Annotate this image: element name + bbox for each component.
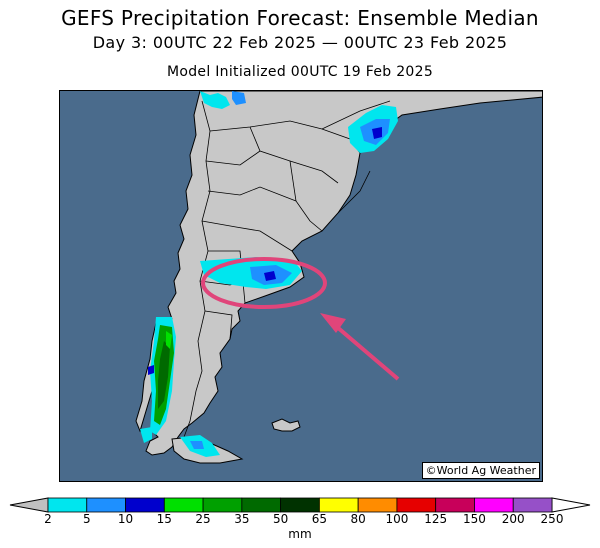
colorbar-tick-label: 100 (385, 512, 409, 526)
colorbar-swatch (318, 497, 359, 513)
colorbar-swatch (512, 497, 553, 513)
colorbar-tick-label: 125 (424, 512, 448, 526)
colorbar-tick-label: 50 (272, 512, 289, 526)
colorbar-swatch (396, 497, 437, 513)
colorbar-tick-label: 250 (540, 512, 564, 526)
colorbar (9, 497, 591, 513)
colorbar-swatch (202, 497, 243, 513)
colorbar-tick-label: 25 (195, 512, 211, 526)
colorbar-tick-label: 10 (117, 512, 134, 526)
colorbar-swatch (163, 497, 204, 513)
colorbar-units: mm (288, 527, 312, 541)
colorbar-max-triangle (551, 497, 591, 513)
colorbar-swatch (86, 497, 126, 513)
colorbar-swatch (125, 497, 165, 513)
colorbar-tick-label: 80 (350, 512, 366, 526)
highlight-ellipse (201, 257, 327, 309)
colorbar-tick-label: 2 (44, 512, 52, 526)
colorbar-tick-label: 150 (463, 512, 486, 526)
precipitation-map: ©World Ag Weather (59, 90, 543, 482)
falkland-islands (271, 418, 301, 432)
colorbar-min-triangle (9, 497, 49, 513)
map-title: GEFS Precipitation Forecast: Ensemble Me… (61, 6, 539, 30)
colorbar-tick-label: 5 (82, 512, 91, 526)
model-init-time: Model Initialized 00UTC 19 Feb 2025 (166, 64, 434, 80)
map-canvas (135, 91, 542, 464)
south-america-land (145, 91, 542, 456)
colorbar-swatch (47, 497, 88, 513)
highlight-arrow (320, 313, 400, 381)
colorbar-swatch (435, 497, 475, 513)
colorbar-tick-label: 35 (234, 512, 250, 526)
colorbar-swatch (241, 497, 282, 513)
credit-label: ©World Ag Weather (421, 462, 540, 479)
forecast-period: Day 3: 00UTC 22 Feb 2025 — 00UTC 23 Feb … (92, 33, 508, 52)
colorbar-swatch (474, 497, 514, 513)
colorbar-tick-label: 65 (311, 512, 328, 526)
colorbar-swatch (357, 497, 398, 513)
colorbar-tick-label: 15 (156, 512, 172, 526)
colorbar-swatch (280, 497, 320, 513)
colorbar-tick-label: 200 (501, 512, 525, 526)
